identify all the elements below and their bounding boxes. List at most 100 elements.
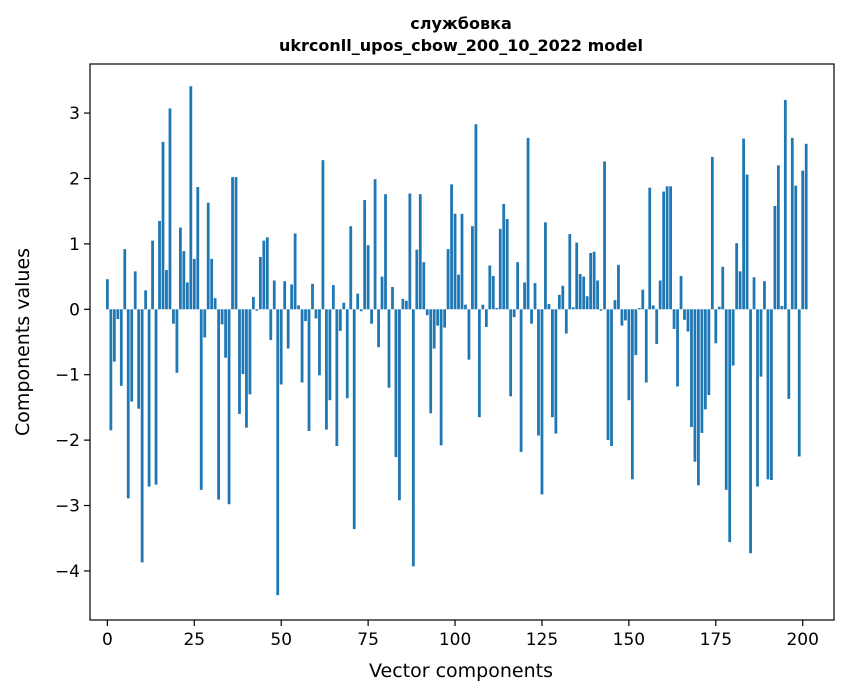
bar [547,304,551,310]
bar [787,309,791,399]
bar [776,165,780,310]
bar [172,309,175,324]
y-tick-label: 3 [69,104,80,124]
bar [596,280,599,310]
bar [325,309,328,430]
bar [252,296,255,310]
bar [582,276,586,310]
bar [439,309,443,446]
bar [119,309,123,386]
bar [797,309,801,457]
bar [425,309,429,316]
bar [495,307,499,310]
bar [648,187,652,310]
bar [314,309,318,319]
y-tick-label: −3 [55,497,80,517]
bar [432,309,436,349]
bar [373,179,377,310]
x-axis-ticks: 0 25 50 75 100 125 150 175 200 [102,620,819,650]
bar [185,282,189,310]
y-axis-ticks: −4 −3 −2 −1 0 1 2 3 [55,104,90,582]
bar [676,309,679,387]
bar [140,309,144,563]
y-tick-label: 0 [69,300,80,320]
bar [526,137,530,310]
bar [182,251,186,310]
bar [203,309,207,338]
bar [610,309,613,446]
bar [637,307,641,310]
bar [693,309,697,462]
bar [742,138,745,310]
bar [578,273,582,310]
bar [464,304,467,310]
bar [366,245,370,310]
bar [557,294,561,310]
bar [460,213,464,310]
bar [394,309,398,458]
bar [509,309,513,397]
bar [418,194,422,310]
bar [147,309,151,487]
bar [613,300,617,310]
bar [321,160,325,310]
bar [745,174,749,310]
bar [161,141,165,310]
bar [231,177,234,310]
bar [752,277,756,310]
bar [683,309,686,320]
bar [220,309,224,325]
bar [644,309,648,383]
bar [707,309,711,395]
bar [568,234,572,310]
bar [599,309,603,311]
bar [571,307,575,310]
bar [255,309,259,311]
bar [512,309,516,318]
bar [533,283,537,310]
bar [763,281,766,310]
bar [471,226,474,310]
bar [436,309,440,326]
bar [714,309,718,344]
bar [377,309,380,348]
bar [168,108,172,310]
bar [269,309,273,341]
bar [662,191,666,310]
bar [794,185,798,310]
bar [728,309,732,543]
bar [457,274,460,310]
y-tick-label: 1 [69,235,80,255]
bar [213,298,217,310]
bar [658,280,662,310]
bar [258,256,262,310]
bar [575,242,579,310]
bar [606,309,610,441]
x-tick-label: 50 [270,630,292,650]
bar [144,290,148,310]
bar [634,309,638,356]
bar [331,285,335,310]
bar [311,283,314,310]
x-tick-label: 200 [786,630,818,650]
bar [443,309,447,328]
bar [265,237,269,310]
bar [297,305,300,310]
bar [286,309,290,349]
bar [224,309,227,358]
bar [210,258,214,310]
bar [801,170,805,310]
y-tick-label: −4 [55,562,80,582]
x-tick-label: 100 [439,630,471,650]
bar [679,275,683,310]
x-axis-label: Vector components [369,660,553,682]
bar [248,309,252,395]
bar [651,305,655,310]
x-tick-label: 175 [700,630,732,650]
bar [467,309,471,360]
bar [304,309,307,322]
bar [398,309,401,501]
bar [189,86,193,310]
bar [387,309,391,388]
